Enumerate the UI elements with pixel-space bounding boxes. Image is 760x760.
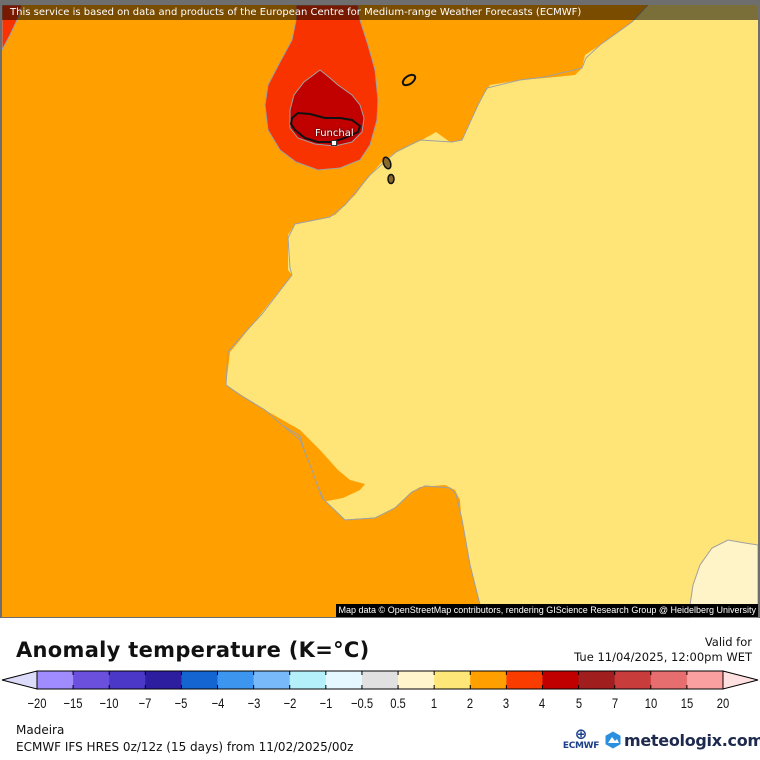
legend-tick-label: −5 (175, 695, 188, 711)
color-scale-ticks: −20 −15 −10 −7 −5 −4 −3 −2 −1 −0.5 0.5 1 2 3 4 5 7 10 15 20 (0, 695, 760, 711)
legend-tick-label: −0.5 (350, 695, 373, 711)
legend-tick-label: 15 (680, 695, 694, 711)
legend-bin (650, 671, 688, 689)
legend-bin (109, 671, 146, 689)
ecmwf-logo-text: ECMWF (562, 741, 600, 751)
legend-tick-label: −7 (138, 695, 152, 711)
legend-bin (434, 671, 471, 689)
legend-tick-label: 5 (575, 695, 582, 711)
legend-tick-label: −3 (247, 695, 261, 711)
valid-for-label: Valid for (704, 635, 752, 649)
legend-bin (398, 671, 435, 689)
ecmwf-logo[interactable]: ⊕ ECMWF (562, 727, 600, 755)
legend-tick-label: −15 (63, 695, 83, 711)
legend-tick-label: −1 (319, 695, 333, 711)
temperature-anomaly-map (1, 4, 759, 618)
legend-bin (614, 671, 652, 689)
legend-bin (73, 671, 110, 689)
legend-tick-label: 7 (611, 695, 618, 711)
map-area[interactable]: This service is based on data and produc… (0, 0, 760, 618)
legend-bin (542, 671, 580, 689)
ecmwf-disclaimer-banner: This service is based on data and produc… (10, 7, 582, 18)
city-marker-funchal[interactable] (331, 140, 337, 146)
color-scale-legend (1, 670, 759, 690)
legend-tick-label: 20 (716, 695, 730, 711)
legend-bin (217, 671, 255, 689)
legend-bin (181, 671, 219, 689)
legend-tick-label: 2 (467, 695, 474, 711)
legend-bin (289, 671, 327, 689)
region-name: Madeira (16, 723, 65, 737)
meteologix-brand-text: meteologix.com (624, 730, 760, 750)
meteologix-logo-icon (605, 731, 621, 749)
legend-bin (253, 671, 291, 689)
legend-bin (325, 671, 363, 689)
legend-low-arrow (1, 670, 38, 690)
map-attribution: Map data © OpenStreetMap contributors, r… (335, 604, 758, 617)
valid-time-block: Valid for Tue 11/04/2025, 12:00pm WET (574, 635, 752, 665)
legend-tick-label: 3 (503, 695, 510, 711)
legend-bin (470, 671, 507, 689)
valid-time: Tue 11/04/2025, 12:00pm WET (574, 650, 752, 664)
legend-bin (686, 671, 724, 689)
legend-bin (578, 671, 616, 689)
legend-tick-label: 1 (431, 695, 438, 711)
legend-tick-label: 4 (539, 695, 546, 711)
legend-bin (37, 671, 74, 689)
legend-bin (145, 671, 182, 689)
legend-tick-label: −4 (211, 695, 224, 711)
legend-tick-label: 0.5 (390, 695, 406, 711)
legend-tick-label: −2 (283, 695, 297, 711)
meteologix-logo[interactable]: meteologix.com (604, 729, 760, 751)
legend-bin (361, 671, 399, 689)
legend-bin (506, 671, 543, 689)
legend-tick-label: −10 (99, 695, 119, 711)
city-label-funchal: Funchal (315, 128, 354, 139)
ecmwf-logo-icon: ⊕ (574, 725, 588, 743)
model-run-info: ECMWF IFS HRES 0z/12z (15 days) from 11/… (16, 740, 354, 754)
legend-tick-label: 10 (644, 695, 658, 711)
legend-tick-label: −20 (27, 695, 47, 711)
chart-title: Anomaly temperature (K=°C) (16, 638, 370, 662)
legend-high-arrow (722, 670, 759, 690)
